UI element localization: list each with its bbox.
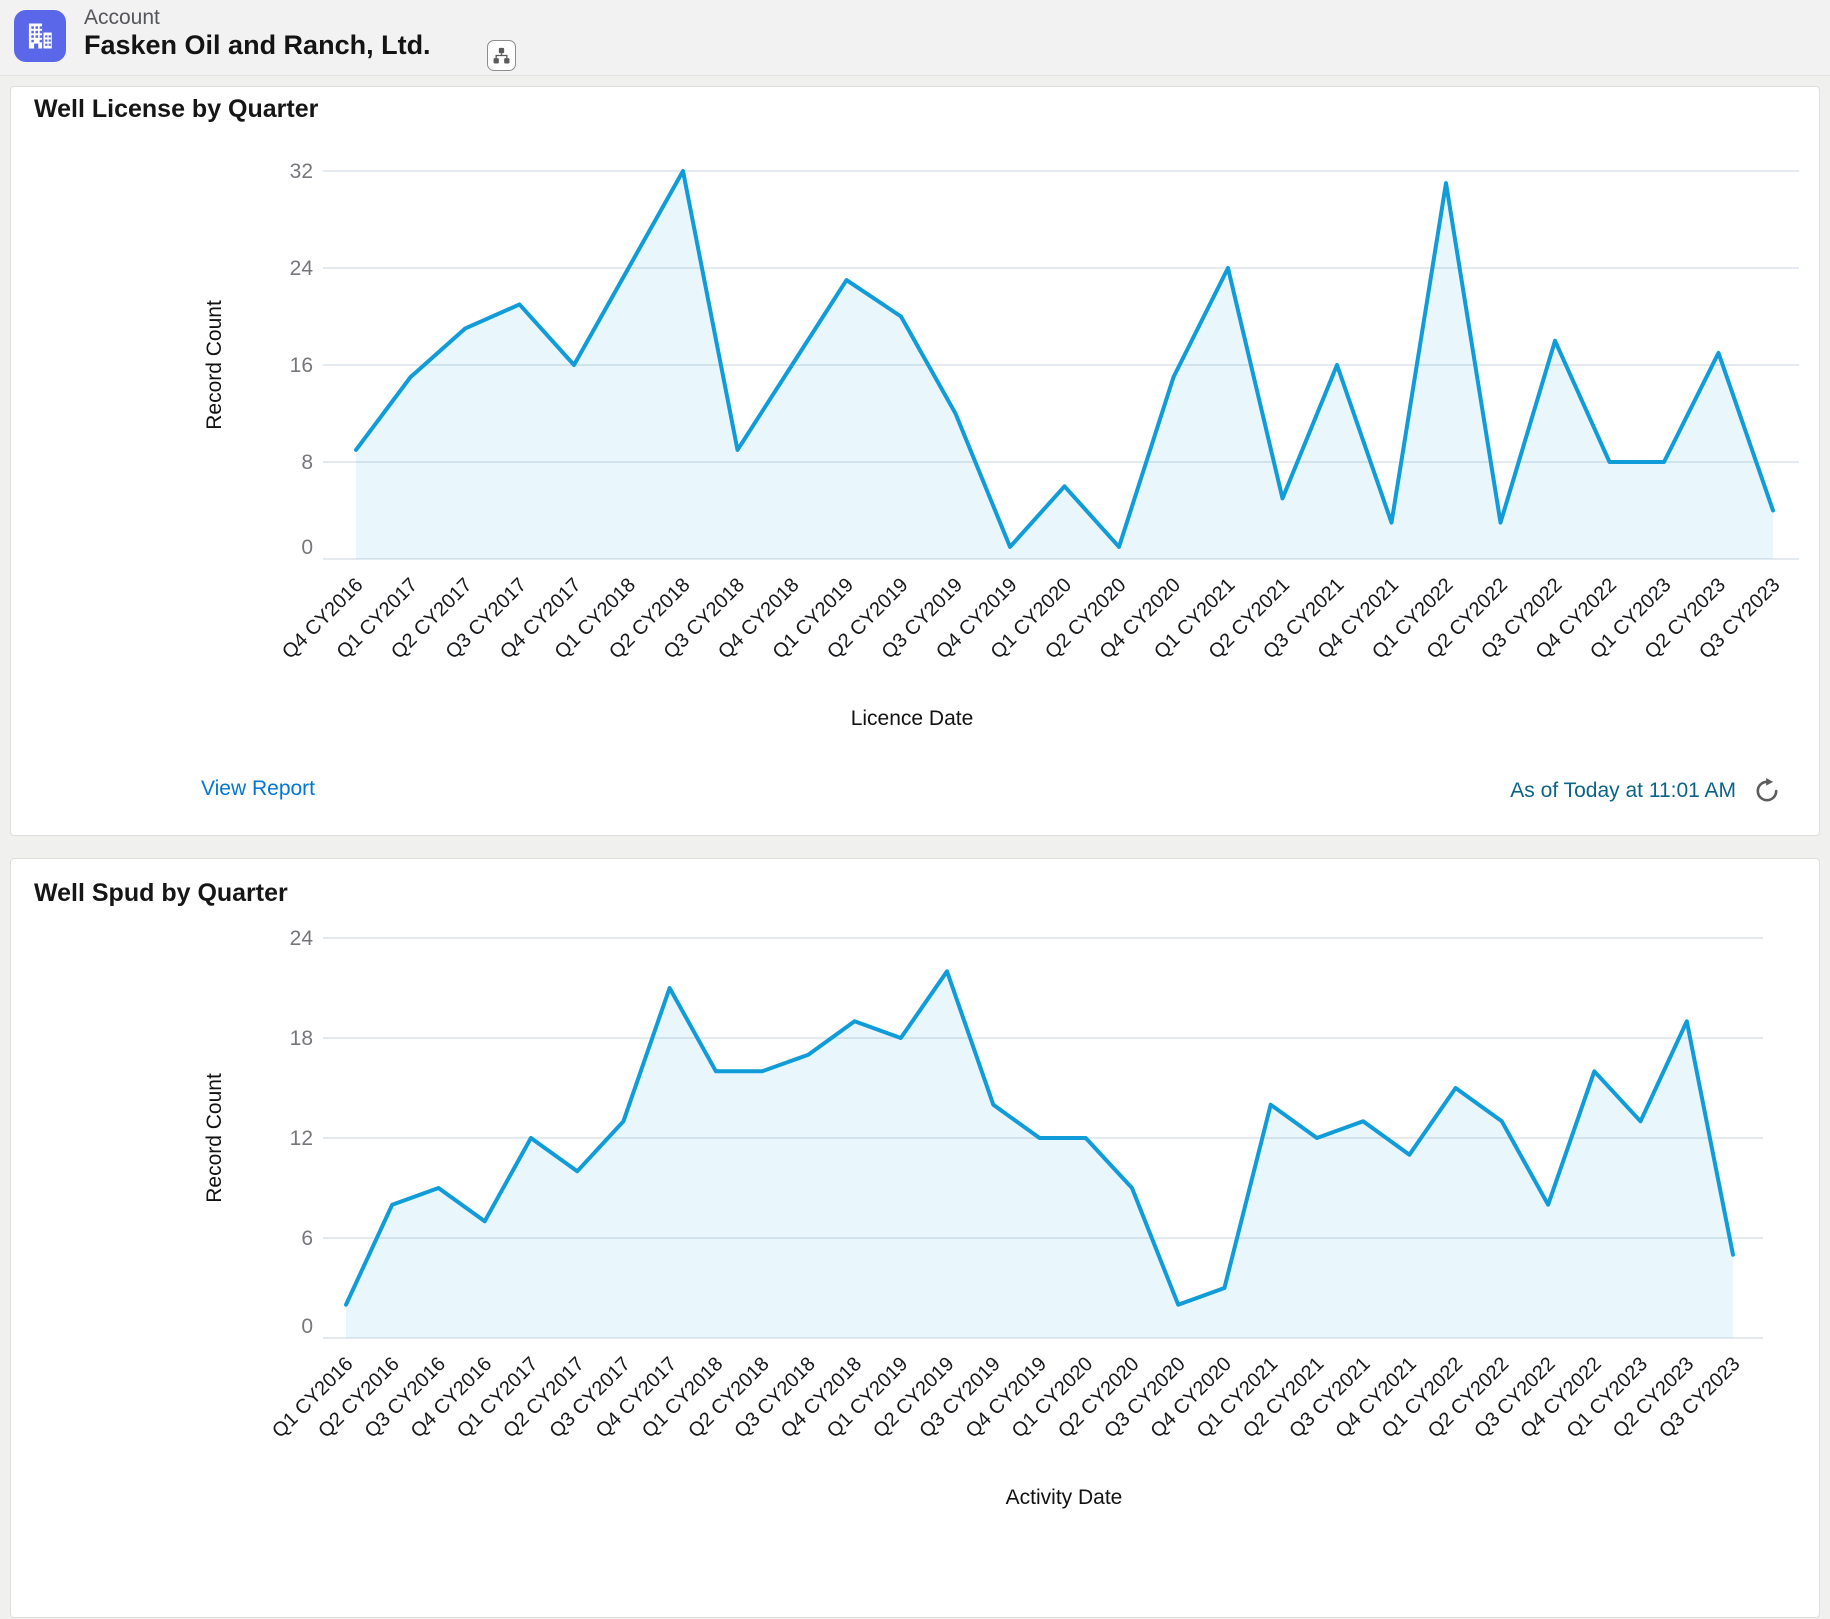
series-area-fill: [346, 971, 1733, 1338]
well-spud-card: Well Spud by Quarter 0 6 12 18 24 Q1 CY2016 Q2…: [10, 858, 1820, 1618]
y-tick-label: 12: [290, 1127, 313, 1150]
y-tick-label: 0: [301, 536, 313, 559]
y-axis-title: Record Count: [203, 300, 226, 430]
as-of-row: As of Today at 11:01 AM: [1510, 775, 1783, 807]
view-hierarchy-button[interactable]: [487, 40, 516, 71]
y-tick-label: 8: [301, 451, 313, 474]
series-area-fill: [356, 171, 1773, 559]
well-spud-chart-title: Well Spud by Quarter: [34, 879, 288, 907]
series-line: [354, 169, 1775, 549]
y-tick-label: 0: [301, 1315, 313, 1338]
well-license-card: Well License by Quarter 0 8 16 24 32 Q4 CY201…: [10, 86, 1820, 836]
y-axis-title: Record Count: [203, 1073, 226, 1203]
well-license-chart-title: Well License by Quarter: [34, 95, 319, 123]
refresh-icon: [1756, 778, 1778, 802]
refresh-button[interactable]: [1751, 775, 1783, 807]
entity-label: Account: [84, 6, 160, 29]
x-axis-title: Activity Date: [1006, 1486, 1123, 1509]
as-of-timestamp: As of Today at 11:01 AM: [1510, 779, 1736, 802]
view-report-link[interactable]: View Report: [201, 777, 316, 800]
buildings-icon: [28, 23, 52, 49]
page-title: Fasken Oil and Ranch, Ltd.: [84, 30, 431, 60]
record-page-header: Account Fasken Oil and Ranch, Ltd.: [0, 0, 1830, 76]
y-tick-label: 24: [290, 257, 314, 280]
series-line: [344, 969, 1735, 1307]
y-tick-label: 18: [290, 1027, 313, 1050]
y-tick-label: 16: [290, 354, 313, 377]
x-axis-title: Licence Date: [851, 707, 974, 730]
hierarchy-icon: [493, 47, 510, 64]
y-tick-label: 32: [290, 160, 313, 183]
account-entity-icon: [14, 10, 66, 62]
y-tick-label: 24: [290, 927, 314, 950]
y-tick-label: 6: [301, 1227, 313, 1250]
